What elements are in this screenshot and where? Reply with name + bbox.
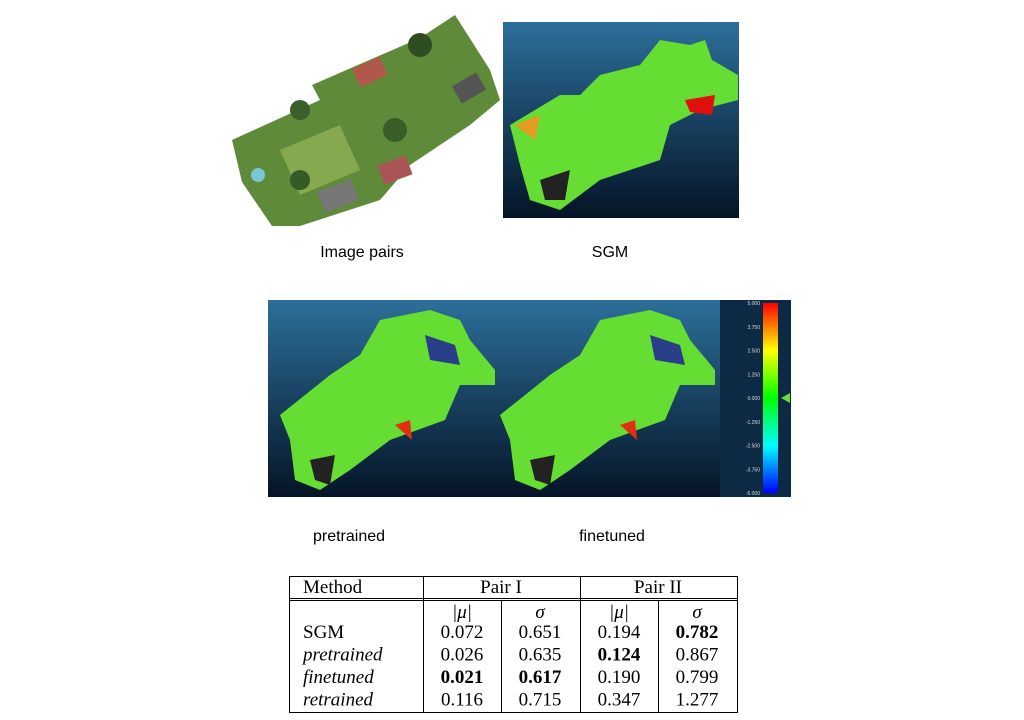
colorbar-label: 3.750 [747,325,760,331]
table-cell: 0.026 [441,645,484,666]
comparison-point-cloud [268,300,791,497]
colorbar-label: -1.250 [746,420,760,426]
colorbar-label: 2.500 [747,349,760,355]
table-cell: 0.782 [676,622,719,643]
table-cell: 0.799 [676,667,719,688]
sgm-point-cloud [503,22,739,218]
table-cell: 0.124 [598,645,641,666]
table-subheader: σ [692,602,702,623]
table-method: SGM [303,622,344,643]
colorbar-label: 5.000 [747,301,760,307]
caption: SGM [592,244,628,261]
table-lines [289,576,738,713]
table-cell: 0.021 [441,667,484,688]
table-cell: 0.651 [519,622,562,643]
colorbar-label: 1.250 [747,372,760,378]
table-cell: 0.190 [598,667,641,688]
colorbar-label: -3.750 [746,467,760,473]
table-cell: 0.867 [676,645,719,666]
table-cell: 0.347 [598,690,641,711]
table-header: Pair II [634,577,682,598]
table-cell: 0.072 [441,622,484,643]
aerial-image [232,15,500,226]
table-method: pretrained [301,645,383,666]
caption: finetuned [579,528,645,545]
table-header: Pair I [480,577,522,598]
table-method: finetuned [303,667,374,688]
table-cell: 0.194 [598,622,641,643]
table-cell: 1.277 [676,690,719,711]
table-method: retrained [303,690,374,711]
colorbar-label: 0.000 [747,396,760,402]
table-cell: 0.116 [441,690,483,711]
caption: Image pairs [320,244,404,261]
caption: pretrained [313,528,385,545]
table-header: Method [303,577,363,598]
table-subheader: |μ| [609,602,629,623]
colorbar-label: -2.500 [746,444,760,450]
table-subheader: σ [535,602,545,623]
table-cell: 0.635 [519,645,562,666]
table-cell: 0.715 [519,690,562,711]
table-cell: 0.617 [519,667,562,688]
colorbar-label: -5.000 [746,491,760,497]
table-subheader: |μ| [452,602,472,623]
